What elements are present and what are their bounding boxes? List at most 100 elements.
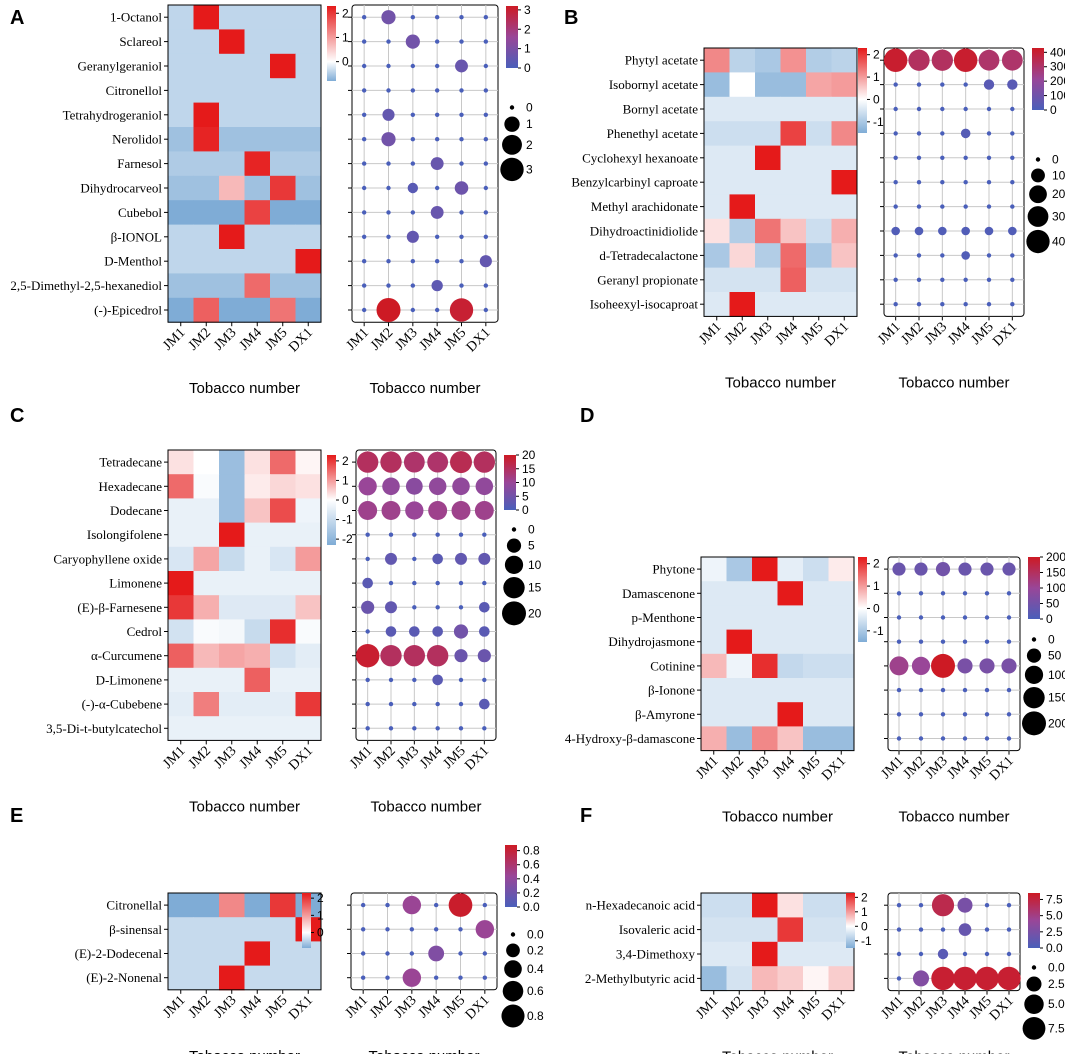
bubble-col-label: JM4 xyxy=(945,754,973,782)
bubble-point xyxy=(454,181,469,195)
heatmap-cell xyxy=(726,678,753,703)
bubble-point xyxy=(1008,226,1017,236)
bubble-point xyxy=(458,580,464,586)
heatmap-cell xyxy=(168,716,194,741)
heatmap-cell xyxy=(168,917,194,942)
bubble-point xyxy=(356,451,379,473)
heatmap-cell xyxy=(219,200,245,226)
heatmap-cell xyxy=(752,726,778,752)
heatmap-cell xyxy=(168,619,194,645)
panel-F: Fn-Hexadecanoic acid Isovaleric acid 3,4-D… xyxy=(580,805,1065,1054)
bubble-point xyxy=(883,48,908,72)
bubble-point xyxy=(896,976,902,981)
heat-colorbar-label: 0 xyxy=(873,92,880,106)
bubble-point xyxy=(938,226,947,236)
bubble-point xyxy=(911,656,931,676)
heatmap-cell xyxy=(244,224,271,250)
heatmap-xlabel: Tobacco number xyxy=(722,809,833,826)
heatmap-cell xyxy=(168,200,194,226)
panel-letter: A xyxy=(10,7,24,29)
row-label: d-Tetradecalactone xyxy=(599,248,698,263)
bubble-point xyxy=(940,927,946,932)
size-legend-label: 150 xyxy=(1048,691,1065,705)
bubble-colorbar-label: 100 xyxy=(1046,581,1065,595)
bubble-point xyxy=(406,230,419,243)
heatmap-cell xyxy=(193,498,220,524)
heatmap-cell xyxy=(295,716,322,741)
bubble-point xyxy=(361,39,367,44)
bubble-point xyxy=(407,182,419,194)
heatmap-col-label: JM5 xyxy=(262,744,290,772)
heatmap-cell xyxy=(295,53,322,79)
bubble-point xyxy=(410,63,416,69)
heatmap-cell xyxy=(193,667,220,693)
heatmap-cell xyxy=(219,917,245,942)
heat-colorbar-label: 0 xyxy=(317,926,324,940)
heatmap-cell xyxy=(270,917,296,942)
bubble-point xyxy=(459,39,464,44)
bubble-point xyxy=(386,88,391,93)
row-label: Phenethyl acetate xyxy=(607,126,699,141)
bubble-colorbar-label: 2 xyxy=(524,22,531,36)
heatmap-cell xyxy=(168,450,194,475)
heatmap-cell xyxy=(806,267,832,293)
row-label: Phytyl acetate xyxy=(625,53,699,68)
heatmap-cell xyxy=(219,5,245,30)
bubble-point xyxy=(1010,180,1015,185)
bubble-point xyxy=(940,615,946,620)
bubble-point xyxy=(361,15,367,20)
heatmap-cell xyxy=(828,702,855,727)
size-legend-circle xyxy=(1026,976,1042,992)
bubble-point xyxy=(1001,658,1017,674)
heatmap-cell xyxy=(704,267,730,293)
size-legend-label: 1 xyxy=(526,117,533,131)
heatmap-cell xyxy=(193,595,220,620)
bubble-point xyxy=(963,204,968,209)
size-legend-circle xyxy=(504,116,520,132)
bubble-point xyxy=(388,580,394,586)
bubble-point xyxy=(962,615,968,620)
heat-colorbar-label: -1 xyxy=(861,934,872,948)
size-legend-circle xyxy=(504,555,524,574)
bubble-point xyxy=(405,477,423,495)
bubble-point xyxy=(1006,591,1012,596)
bubble-point xyxy=(975,966,999,991)
bubble-point xyxy=(918,615,924,620)
heat-colorbar-label: 1 xyxy=(873,579,880,593)
bubble-point xyxy=(986,155,992,160)
heatmap-cell xyxy=(295,965,322,991)
bubble-col-label: JM2 xyxy=(901,754,929,782)
bubble-point xyxy=(896,639,902,644)
heatmap-cell xyxy=(780,48,807,73)
row-label: (E)-2-Nonenal xyxy=(86,970,162,985)
bubble-point xyxy=(386,234,391,239)
heatmap-cell xyxy=(295,571,322,596)
heat-colorbar-label: 1 xyxy=(873,70,880,84)
bubble-point xyxy=(940,155,945,160)
bubble-point xyxy=(459,259,464,264)
bubble-point xyxy=(433,975,439,980)
heatmap-cell xyxy=(780,170,807,195)
bubble-point xyxy=(361,161,367,166)
heatmap-frame xyxy=(700,556,855,752)
bubble-point xyxy=(386,259,391,264)
bubble-point xyxy=(435,532,440,537)
heatmap-col-label: JM1 xyxy=(160,993,188,1021)
heatmap-cell xyxy=(295,224,322,250)
bubble-point xyxy=(986,253,992,258)
heatmap-cell xyxy=(270,965,296,991)
heatmap-cell xyxy=(168,102,194,128)
bubble-point xyxy=(940,131,945,136)
row-label: 2-Methylbutyric acid xyxy=(585,971,696,986)
size-legend-circle xyxy=(1024,994,1044,1014)
bubble-point xyxy=(483,88,489,93)
bubble-point xyxy=(893,277,898,282)
bubble-point xyxy=(940,639,946,644)
bubble-point xyxy=(963,302,968,307)
heatmap-cell xyxy=(295,102,322,128)
row-label: Tetradecane xyxy=(99,455,162,470)
bubble-colorbar-label: 0 xyxy=(524,61,531,75)
heatmap-cell xyxy=(701,629,727,655)
bubble-point xyxy=(893,204,898,209)
bubble-point xyxy=(953,966,977,991)
